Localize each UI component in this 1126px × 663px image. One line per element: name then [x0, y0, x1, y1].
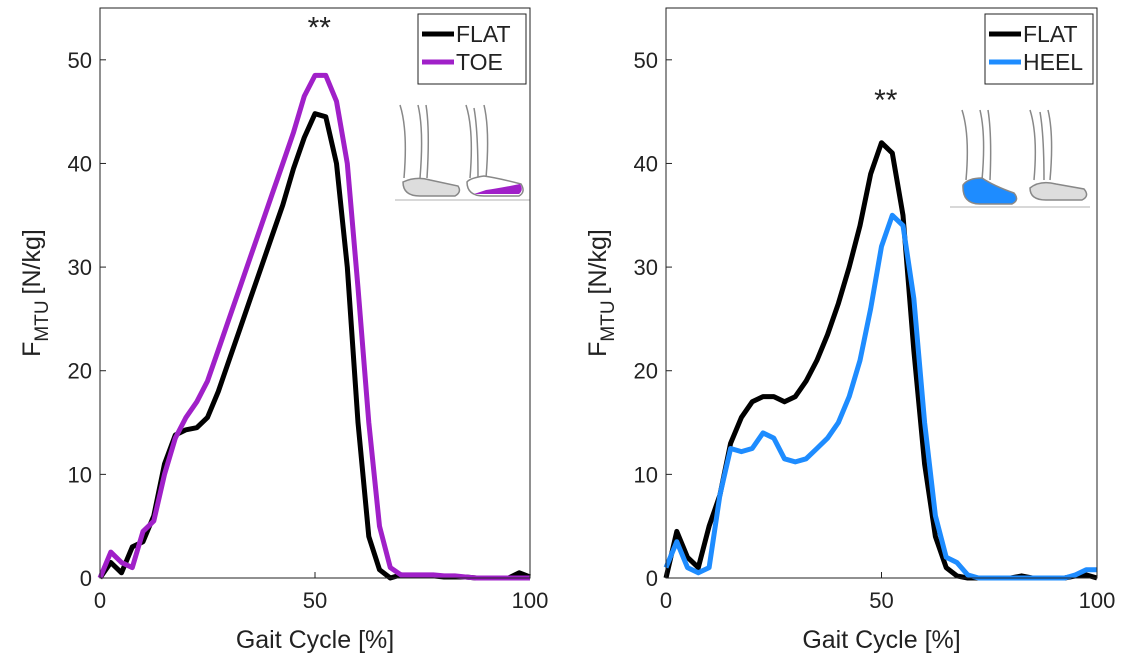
y-axis-label: FMTU [N/kg] — [584, 229, 619, 357]
annotation: ** — [874, 84, 898, 117]
y-tick-label: 10 — [634, 462, 658, 487]
x-tick-label: 50 — [303, 588, 327, 613]
y-tick-label: 40 — [68, 151, 92, 176]
y-tick-label: 50 — [68, 48, 92, 73]
y-axis-label: FMTU [N/kg] — [18, 229, 53, 357]
series-line — [663, 140, 1098, 581]
plot-frame — [665, 7, 1098, 579]
annotation: ** — [308, 12, 332, 45]
series-line — [97, 111, 531, 581]
y-axis-label-main: F — [584, 342, 612, 357]
x-tick-label: 0 — [94, 588, 106, 613]
y-tick-label: 20 — [68, 359, 92, 384]
x-axis-label: Gait Cycle [%] — [802, 626, 960, 654]
foot-icons — [395, 104, 1090, 208]
x-axis-label: Gait Cycle [%] — [236, 626, 394, 654]
legend-label: HEEL — [1023, 49, 1083, 75]
x-tick-label: 100 — [1079, 588, 1116, 613]
y-tick-label: 50 — [634, 48, 658, 73]
y-axis-label-sub: MTU — [32, 300, 53, 341]
y-axis-label-unit: [N/kg] — [584, 229, 612, 294]
y-axis-label-sub: MTU — [598, 300, 619, 341]
series-line — [663, 212, 1097, 581]
y-tick-label: 30 — [68, 255, 92, 280]
x-tick-label: 0 — [660, 588, 672, 613]
legend-label: FLAT — [1023, 21, 1078, 47]
y-tick-label: 10 — [68, 462, 92, 487]
legend-box — [984, 13, 1094, 85]
y-tick-label: 30 — [634, 255, 658, 280]
legend-box — [417, 13, 527, 85]
series-line — [97, 72, 530, 581]
y-tick-label: 0 — [80, 566, 92, 591]
plot-frame — [99, 7, 531, 579]
y-tick-label: 0 — [646, 566, 658, 591]
y-axis-label-unit: [N/kg] — [18, 229, 46, 294]
legend-label: FLAT — [456, 21, 511, 47]
y-tick-label: 20 — [634, 359, 658, 384]
y-axis-label-main: F — [18, 342, 46, 357]
x-tick-label: 50 — [869, 588, 893, 613]
y-tick-label: 40 — [634, 151, 658, 176]
x-tick-label: 100 — [512, 588, 549, 613]
legend-label: TOE — [456, 49, 503, 75]
